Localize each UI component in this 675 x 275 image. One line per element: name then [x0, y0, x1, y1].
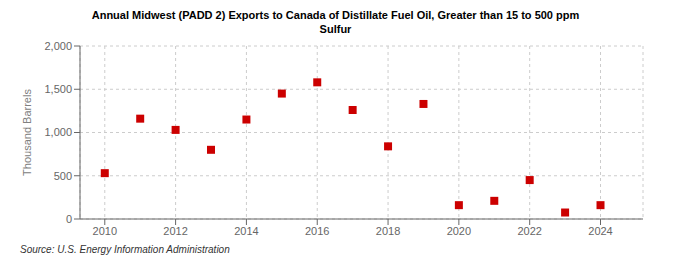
- svg-text:2012: 2012: [163, 225, 187, 237]
- html-text:Annual Midwest (PADD 2) Export: Annual Midwest (PADD 2) Exports to Canad…: [91, 9, 580, 21]
- svg-text:2016: 2016: [305, 225, 329, 237]
- svg-text:2018: 2018: [376, 225, 400, 237]
- svg-text:2014: 2014: [234, 225, 258, 237]
- svg-text:2020: 2020: [447, 225, 471, 237]
- svg-text:Thousand Barrels: Thousand Barrels: [21, 89, 33, 176]
- html-text:Sulfur: Sulfur: [319, 23, 352, 35]
- html-text:Source: U.S. Energy Informatio: Source: U.S. Energy Information Administ…: [20, 244, 230, 255]
- svg-text:1,000: 1,000: [44, 126, 72, 138]
- svg-text:500: 500: [54, 170, 72, 182]
- svg-text:2024: 2024: [588, 225, 612, 237]
- svg-text:2,000: 2,000: [44, 40, 72, 52]
- svg-text:2010: 2010: [93, 225, 117, 237]
- svg-text:2022: 2022: [517, 225, 541, 237]
- svg-text:0: 0: [66, 213, 72, 225]
- svg-text:1,500: 1,500: [44, 83, 72, 95]
